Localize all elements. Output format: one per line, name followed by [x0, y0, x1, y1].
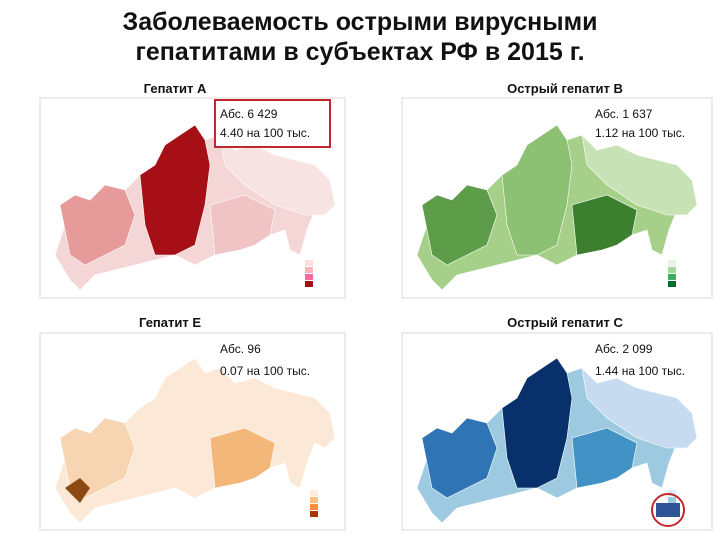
- annotation: 4.40 на 100 тыс.: [220, 126, 310, 140]
- title-line: гепатитами в субъектах РФ в 2015 г.: [135, 38, 584, 66]
- panel-heading: Гепатит А: [144, 81, 207, 96]
- annotation: Абс. 6 429: [220, 107, 278, 121]
- map-panel: Абс. 6 429 4.40 на 100 тыс.: [39, 97, 346, 299]
- logo: [651, 493, 685, 527]
- annotation: 1.12 на 100 тыс.: [595, 126, 685, 140]
- annotation: 0.07 на 100 тыс.: [220, 364, 310, 378]
- logo: [656, 503, 680, 517]
- annotation: Абс. 2 099: [595, 342, 653, 356]
- panel-heading: Гепатит Е: [139, 315, 201, 330]
- panel-heading: Острый гепатит В: [507, 81, 623, 96]
- title-line: Заболеваемость острыми вирусными: [123, 8, 598, 36]
- panel-heading: Острый гепатит С: [507, 315, 623, 330]
- map-panel: Абс. 1 637 1.12 на 100 тыс.: [401, 97, 713, 299]
- annotation: 1.44 на 100 тыс.: [595, 364, 685, 378]
- map-panel: Абс. 96 0.07 на 100 тыс.: [39, 332, 346, 531]
- annotation: Абс. 96: [220, 342, 261, 356]
- annotation: Абс. 1 637: [595, 107, 653, 121]
- map-panel: Абс. 2 099 1.44 на 100 тыс.: [401, 332, 713, 531]
